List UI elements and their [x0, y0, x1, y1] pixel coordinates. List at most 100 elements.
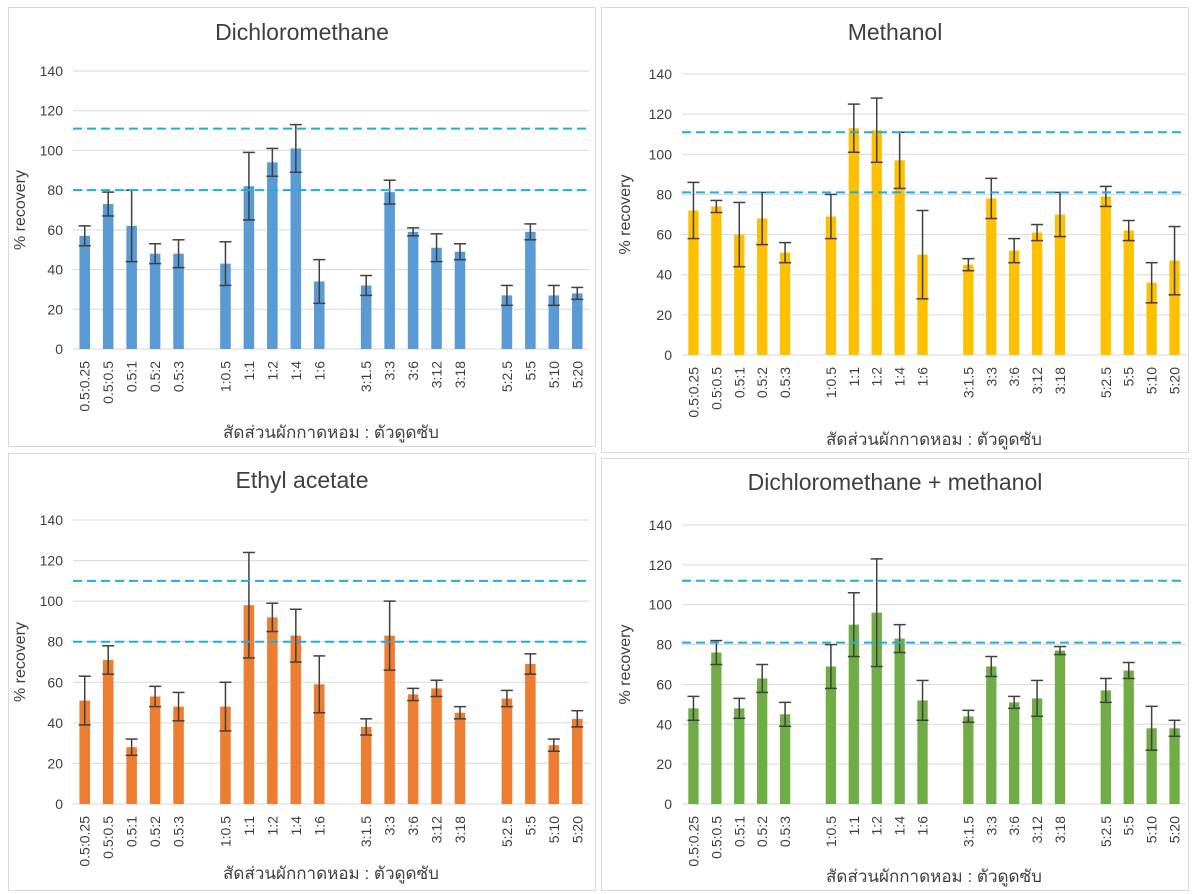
x-tick-label: 0.5:2 — [147, 361, 163, 392]
x-tick-label: 5:10 — [1144, 367, 1160, 394]
bar — [963, 264, 974, 355]
x-tick-label: 5:20 — [1167, 367, 1183, 394]
bar — [290, 635, 302, 804]
y-tick-label: 0 — [55, 341, 63, 357]
chart-svg: Ethyl acetate 0 20 40 60 80 100 120 140 % recover… — [12, 467, 589, 884]
error-bar — [1054, 645, 1066, 656]
bar — [1123, 230, 1134, 355]
x-tick-label: 1:4 — [288, 361, 304, 381]
chart-panel-dichloromethane: Dichloromethane 0 20 40 60 80 100 120 140 % recov… — [8, 7, 596, 447]
bar — [149, 253, 161, 349]
y-tick-label: 140 — [40, 63, 64, 79]
x-tick-label: 0.5:0.25 — [685, 367, 701, 418]
y-tick-label: 80 — [656, 637, 672, 653]
y-tick-label: 40 — [47, 715, 63, 731]
bar — [711, 206, 722, 355]
x-tick-label: 5:10 — [1144, 816, 1160, 843]
error-bar — [1122, 661, 1135, 680]
x-tick-label: 5:5 — [522, 816, 538, 836]
error-bar — [779, 701, 792, 728]
x-tick-label: 3:3 — [983, 367, 999, 387]
error-bar — [779, 241, 792, 264]
error-bar — [266, 147, 279, 177]
y-tick-label: 120 — [40, 553, 64, 569]
error-bar — [430, 233, 443, 263]
x-tick-label: 1:0.5 — [217, 816, 233, 847]
error-bar — [687, 695, 700, 722]
x-tick-label: 0.5:3 — [777, 816, 793, 847]
error-bar — [524, 223, 537, 241]
x-tick-label: 3:1.5 — [358, 816, 374, 847]
y-tick-label: 60 — [656, 227, 672, 243]
x-tick-label: 0.5:0.5 — [100, 816, 116, 859]
x-tick-label: 1:0.5 — [823, 816, 839, 847]
x-tick-label: 0.5:3 — [171, 816, 187, 847]
bar — [267, 617, 278, 804]
x-tick-label: 0.5:0.5 — [100, 361, 116, 404]
error-bar — [1031, 679, 1044, 718]
x-tick-label: 3:12 — [429, 816, 445, 843]
error-bar — [500, 689, 513, 708]
bar — [454, 712, 466, 804]
y-axis-label: % recovery — [12, 622, 29, 702]
bar — [757, 218, 768, 355]
y-tick-label: 80 — [656, 186, 672, 202]
bar — [1123, 670, 1134, 804]
chart-title: Dichloromethane — [215, 19, 389, 45]
y-tick-label: 120 — [649, 557, 673, 573]
bar — [501, 698, 513, 804]
x-tick-label: 3:18 — [1052, 367, 1068, 394]
error-bar — [219, 681, 232, 732]
y-tick-label: 100 — [649, 146, 673, 162]
x-tick-label: 3:6 — [1006, 816, 1022, 836]
x-tick-label: 0.5:3 — [777, 367, 793, 398]
x-tick-label: 1:0.5 — [823, 367, 839, 398]
y-tick-label: 140 — [649, 66, 673, 82]
bar — [313, 281, 325, 349]
bar — [431, 688, 442, 804]
x-tick-label: 0.5:3 — [171, 361, 187, 392]
bar — [871, 612, 882, 804]
bar — [360, 726, 372, 804]
error-bar — [242, 151, 255, 221]
error-bar — [360, 274, 373, 297]
y-tick-label: 0 — [664, 796, 672, 812]
bar — [267, 162, 278, 349]
error-bar — [916, 679, 929, 722]
error-bar — [847, 103, 860, 154]
chart-title: Dichloromethane + methanol — [748, 469, 1043, 495]
x-tick-label: 3:12 — [429, 361, 445, 388]
bar — [825, 216, 837, 355]
bar — [963, 716, 974, 804]
x-tick-label: 0.5:0.25 — [685, 816, 701, 867]
bar — [711, 652, 722, 804]
error-bar — [102, 645, 115, 675]
x-tick-label: 3:18 — [1052, 816, 1068, 843]
y-tick-label: 60 — [47, 222, 63, 238]
x-tick-label: 0.5:2 — [147, 816, 163, 847]
error-bar — [430, 679, 443, 698]
x-tick-label: 1:6 — [311, 816, 327, 836]
x-tick-label: 1:2 — [264, 816, 280, 836]
x-tick-label: 1:1 — [846, 816, 862, 836]
x-tick-label: 3:6 — [405, 816, 421, 836]
chart-title: Methanol — [848, 19, 943, 45]
x-tick-label: 1:6 — [311, 361, 327, 381]
error-bar — [313, 258, 326, 305]
x-tick-label: 0.5:1 — [124, 816, 140, 847]
x-tick-label: 3:6 — [405, 361, 421, 381]
bar — [917, 254, 928, 355]
error-bar — [824, 643, 837, 690]
bar — [525, 231, 536, 349]
error-bar — [756, 663, 769, 694]
error-bar — [454, 705, 466, 720]
error-bar — [962, 709, 975, 724]
bar — [431, 247, 442, 349]
bar — [126, 747, 137, 804]
chart-svg: Dichloromethane 0 20 40 60 80 100 120 140 % recov… — [12, 19, 589, 443]
y-tick-label: 100 — [40, 593, 64, 609]
x-tick-label: 1:2 — [264, 361, 280, 381]
error-bar — [219, 241, 232, 287]
y-tick-label: 80 — [47, 182, 63, 198]
y-tick-label: 40 — [656, 267, 672, 283]
